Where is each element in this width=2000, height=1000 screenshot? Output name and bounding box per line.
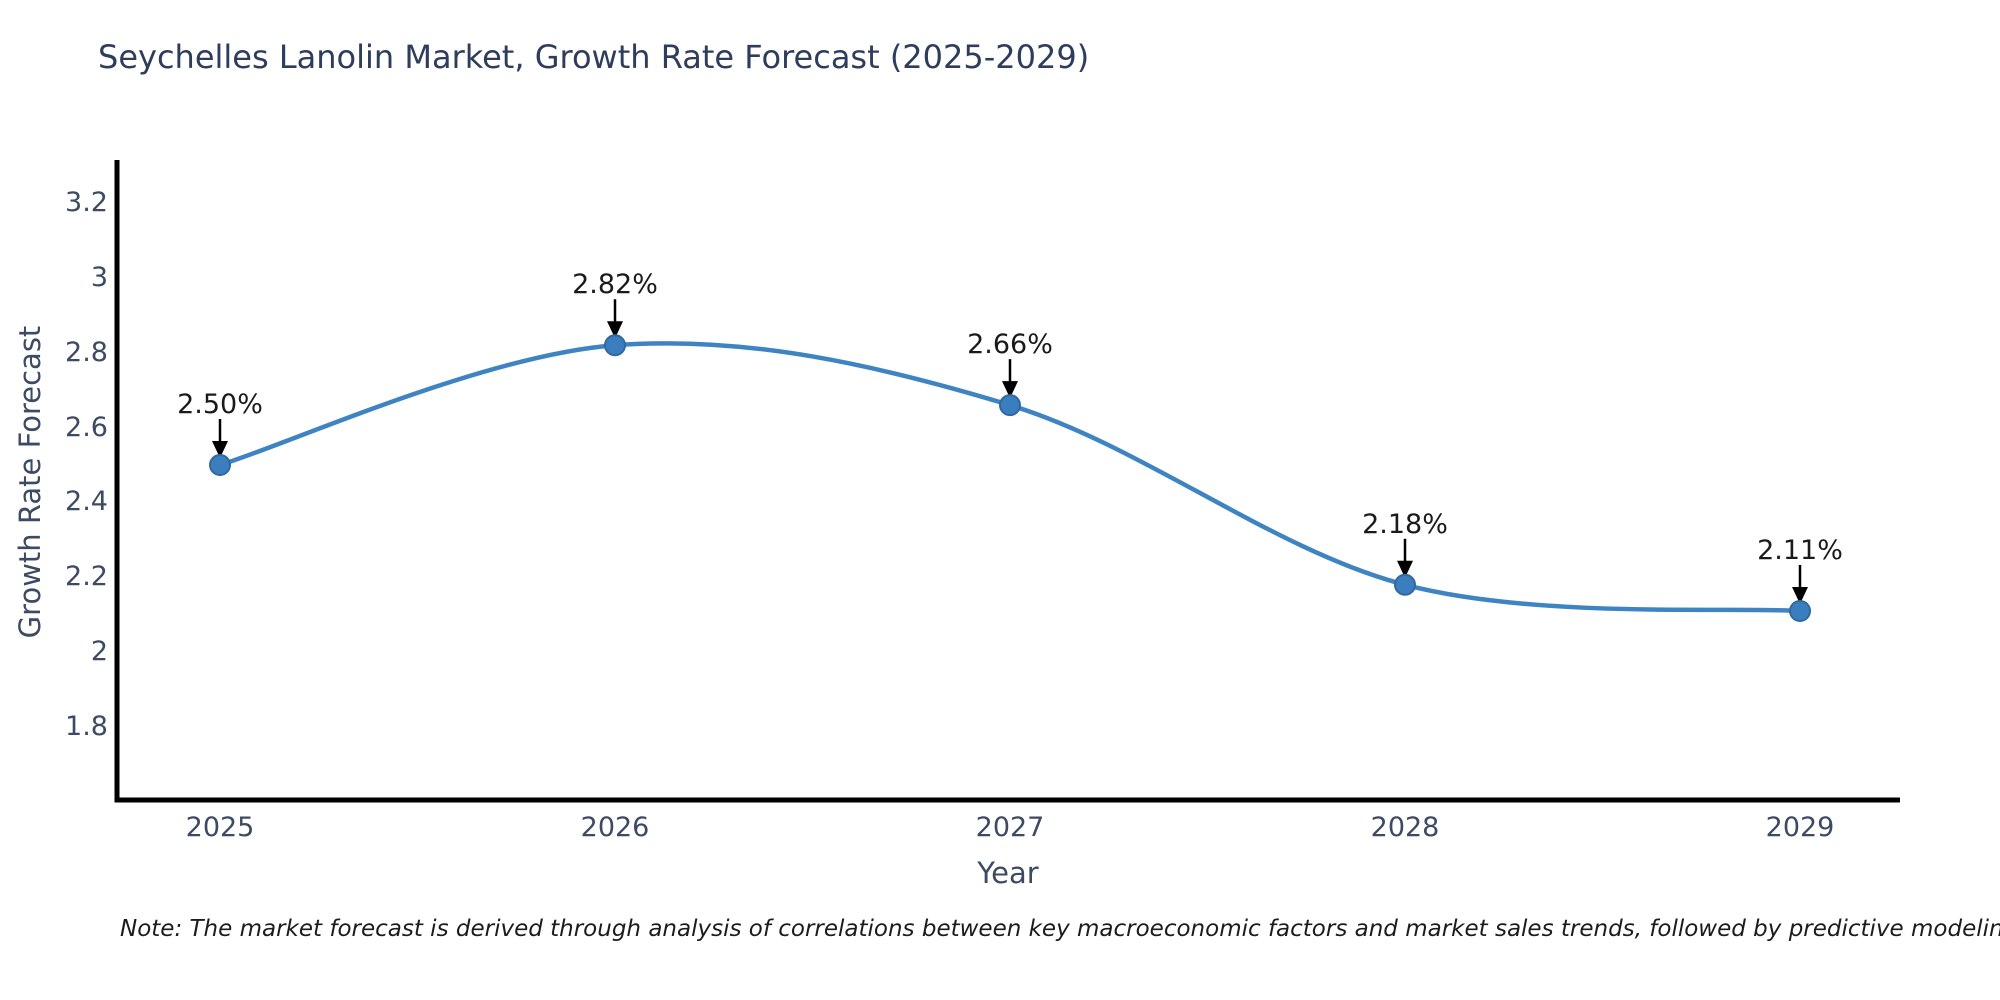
x-tick-label: 2025: [185, 812, 255, 843]
data-point-marker: [1394, 573, 1416, 596]
y-tick-label: 3.2: [65, 187, 108, 218]
data-point-marker: [999, 394, 1021, 417]
point-label: 2.50%: [177, 389, 263, 420]
x-tick-label: 2027: [975, 812, 1045, 843]
x-tick-label: 2028: [1370, 812, 1440, 843]
x-tick-label: 2029: [1765, 812, 1835, 843]
point-label: 2.82%: [572, 269, 658, 301]
annotation-arrow-head: [1397, 560, 1413, 578]
y-axis-spine: [114, 160, 120, 803]
axis-spines: [114, 160, 1900, 803]
data-point-marker: [209, 454, 231, 476]
data-point-marker: [604, 334, 626, 357]
data-point-markers: [209, 334, 1811, 622]
y-tick-label: 2.8: [65, 336, 108, 368]
data-point-marker: [1789, 599, 1811, 622]
point-label: 2.18%: [1362, 508, 1448, 540]
y-tick-label: 2: [90, 636, 108, 668]
annotation-arrow-head: [1792, 586, 1808, 604]
x-tick-label: 2026: [580, 812, 650, 843]
annotation-arrow-head: [607, 321, 623, 339]
y-tick-label: 2.4: [65, 486, 108, 518]
y-tick-label: 2.2: [65, 561, 108, 593]
x-axis-title: Year: [977, 856, 1039, 890]
chart-title: Seychelles Lanolin Market, Growth Rate F…: [98, 38, 1090, 76]
x-axis-spine: [114, 797, 1900, 803]
annotation-arrow-head: [1002, 381, 1018, 399]
point-label: 2.66%: [967, 329, 1053, 361]
y-tick-label: 3: [90, 261, 108, 293]
point-label: 2.11%: [1757, 534, 1843, 566]
footnote: Note: The market forecast is derived thr…: [120, 916, 2000, 942]
y-axis-title: Growth Rate Forecast: [13, 325, 47, 639]
y-tick-label: 1.8: [65, 711, 108, 742]
annotation-arrows: [212, 299, 1808, 604]
y-tick-label: 2.6: [65, 411, 108, 443]
annotation-arrow-head: [212, 441, 228, 458]
